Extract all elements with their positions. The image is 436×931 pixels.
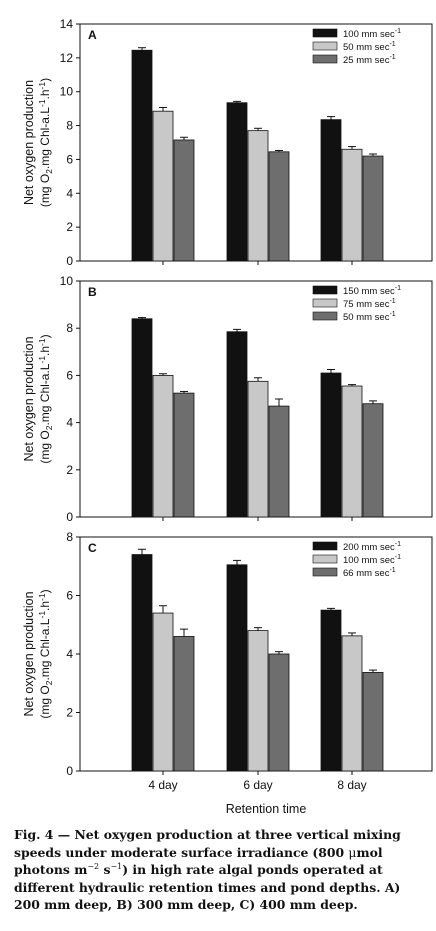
legend-label: 50 mm sec-1 (343, 41, 396, 53)
bar (362, 672, 384, 772)
y-tick-label: 6 (66, 589, 73, 603)
bar (173, 636, 195, 772)
y-tick-label: 8 (66, 119, 73, 133)
caption-line1: Net oxygen production at three vertical … (14, 827, 401, 860)
x-tick-label: 6 day (243, 778, 272, 792)
bar (320, 609, 342, 772)
caption-mu: μ (348, 844, 357, 860)
bar (226, 102, 248, 262)
y-tick-label: 6 (66, 368, 73, 382)
caption-line2-mid: mol photons m (14, 844, 383, 878)
bar (173, 392, 195, 518)
caption-dash: — (53, 827, 75, 842)
bar (247, 630, 269, 772)
caption-s: s (99, 862, 111, 878)
legend-label: 100 mm sec-1 (343, 28, 401, 40)
bar (247, 380, 269, 518)
legend-label: 50 mm sec-1 (343, 311, 396, 323)
bar (247, 130, 269, 262)
y-tick-label: 8 (66, 321, 73, 335)
panel-letter: C (88, 541, 97, 555)
caption-line2-post: ) in high rate algal ponds operated at d… (14, 862, 401, 913)
y-tick-label: 4 (66, 416, 73, 430)
bar (268, 653, 290, 772)
caption-line2-pre: (800 (312, 844, 349, 860)
y-axis-units: (mg O2.mg Chl-a.L-1.h-1) (37, 334, 54, 463)
bar (152, 374, 174, 518)
y-tick-label: 14 (60, 17, 74, 31)
legend-label: 200 mm sec-1 (343, 541, 401, 553)
legend-swatch (312, 298, 338, 308)
legend-swatch (312, 28, 338, 38)
legend-swatch (312, 541, 338, 551)
legend-swatch (312, 567, 338, 577)
x-tick-label: 4 day (148, 778, 177, 792)
y-axis-label: Net oxygen production (22, 336, 36, 461)
bar (268, 405, 290, 518)
y-axis-units: (mg O2.mg Chl-a.L-1.h-1) (37, 78, 54, 207)
legend-swatch (312, 554, 338, 564)
y-tick-label: 4 (66, 186, 73, 200)
y-tick-label: 10 (60, 85, 74, 99)
figure-caption: Fig. 4 — Net oxygen production at three … (14, 826, 430, 914)
y-axis-units: (mg O2.mg Chl-a.L-1.h-1) (37, 589, 54, 718)
legend-swatch (312, 41, 338, 51)
legend-swatch (312, 285, 338, 295)
legend-label: 75 mm sec-1 (343, 298, 396, 310)
y-tick-label: 6 (66, 152, 73, 166)
bar (320, 119, 342, 262)
legend-label: 100 mm sec-1 (343, 554, 401, 566)
y-axis-label: Net oxygen production (22, 80, 36, 205)
bar (152, 110, 174, 262)
legend-swatch (312, 54, 338, 64)
y-tick-label: 2 (66, 220, 73, 234)
y-axis-label: Net oxygen production (22, 591, 36, 716)
x-tick-label: 8 day (337, 778, 366, 792)
y-tick-label: 10 (60, 274, 74, 288)
caption-label: Fig. 4 (14, 827, 54, 842)
bar (362, 155, 384, 262)
bar (131, 318, 153, 518)
bar (152, 612, 174, 772)
bar (131, 554, 153, 772)
bar (341, 148, 363, 262)
caption-sup-b: −1 (110, 862, 123, 872)
bar (268, 151, 290, 262)
bar (362, 403, 384, 518)
y-tick-label: 12 (60, 51, 74, 65)
caption-sup-a: −2 (87, 862, 100, 872)
y-tick-label: 0 (66, 764, 73, 778)
bar (341, 385, 363, 518)
panel-letter: B (88, 285, 97, 299)
bar (226, 564, 248, 772)
x-axis-label: Retention time (226, 802, 307, 816)
legend-swatch (312, 311, 338, 321)
legend-label: 66 mm sec-1 (343, 567, 396, 579)
bar (131, 49, 153, 262)
bar (341, 635, 363, 772)
legend-label: 25 mm sec-1 (343, 54, 396, 66)
y-tick-label: 0 (66, 254, 73, 268)
legend-label: 150 mm sec-1 (343, 285, 401, 297)
y-tick-label: 8 (66, 530, 73, 544)
y-tick-label: 4 (66, 647, 73, 661)
y-tick-label: 2 (66, 706, 73, 720)
panel-letter: A (88, 28, 97, 42)
bar (173, 139, 195, 262)
panel-A: 0 2 4 6 8 10 12 14 A 100 mm sec-150 mm sec-125 mm… (22, 17, 433, 268)
y-tick-label: 2 (66, 463, 73, 477)
bar (320, 372, 342, 518)
y-tick-label: 0 (66, 510, 73, 524)
bar (226, 331, 248, 518)
panel-B: 0 2 4 6 8 10 B 150 mm sec-175 mm sec-150 mm sec… (22, 274, 433, 524)
